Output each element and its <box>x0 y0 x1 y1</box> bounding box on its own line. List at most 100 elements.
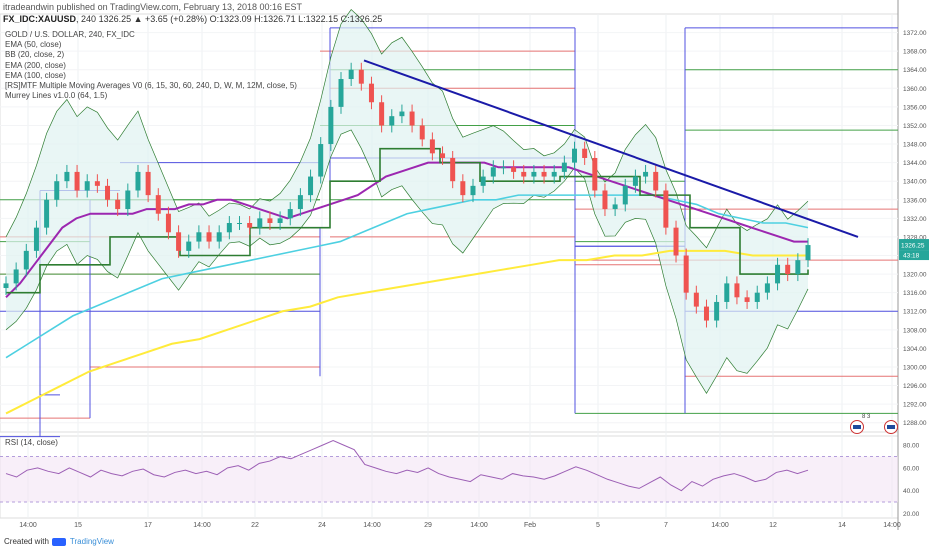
candle-body <box>115 199 121 210</box>
price-tick-label: 1336.00 <box>903 197 927 204</box>
candle-body <box>368 83 374 103</box>
candle-body <box>693 292 699 307</box>
price-change: 1326.25 ▲ +3.65 (+0.28%) <box>98 14 208 24</box>
legend-item[interactable]: EMA (50, close) <box>5 40 62 50</box>
price-tick-label: 1348.00 <box>903 142 927 149</box>
candle-body <box>653 171 659 191</box>
price-tick-label: 1360.00 <box>903 86 927 93</box>
price-tick-label: 1296.00 <box>903 383 927 390</box>
candle-body <box>500 167 506 169</box>
ohlc-values: O:1323.09 H:1326.71 L:1322.15 C:1326.25 <box>209 14 383 24</box>
time-tick-label: 22 <box>251 522 259 529</box>
candle-body <box>805 245 811 261</box>
candle-body <box>84 181 90 191</box>
countdown-label: 43:18 <box>903 253 920 260</box>
candle-body <box>409 111 415 126</box>
last-price-label: 1326.25 <box>901 243 925 250</box>
candle-body <box>734 283 740 298</box>
candle-body <box>105 185 111 200</box>
price-tick-label: 1312.00 <box>903 309 927 316</box>
symbol-bar: FX_IDC:XAUUSD, 240 1326.25 ▲ +3.65 (+0.2… <box>3 14 383 24</box>
candle-body <box>643 171 649 177</box>
candle-body <box>450 157 456 182</box>
symbol[interactable]: FX_IDC:XAUUSD <box>3 14 77 24</box>
price-tick-label: 1300.00 <box>903 364 927 371</box>
candle-body <box>470 185 476 196</box>
rsi-tick-label: 60.00 <box>903 465 920 472</box>
candle-body <box>612 204 618 210</box>
candle-body <box>297 195 303 210</box>
time-tick-label: 14:00 <box>363 522 381 529</box>
tradingview-logo-icon <box>51 537 66 546</box>
legend-item[interactable]: Murrey Lines v1.0.0 (64, 1.5) <box>5 91 108 101</box>
candle-body <box>3 283 9 289</box>
publisher-line: itradeandwin published on TradingView.co… <box>3 2 303 12</box>
time-tick-label: 12 <box>769 522 777 529</box>
tradingview-brand[interactable]: TradingView <box>69 537 114 546</box>
candle-body <box>287 209 293 219</box>
candle-body <box>226 223 232 233</box>
candle-body <box>714 301 720 321</box>
candle-body <box>379 102 385 126</box>
candle-body <box>744 297 750 302</box>
candle-body <box>64 171 70 182</box>
price-tick-label: 1292.00 <box>903 402 927 409</box>
candle-body <box>216 232 222 242</box>
candle-body <box>632 176 638 186</box>
price-tick-label: 1332.00 <box>903 216 927 223</box>
candle-body <box>196 232 202 242</box>
price-tick-label: 1372.00 <box>903 30 927 37</box>
candle-body <box>703 306 709 321</box>
time-tick-label: 14:00 <box>19 522 37 529</box>
legend-item[interactable]: EMA (200, close) <box>5 60 66 70</box>
candle-body <box>490 167 496 177</box>
us-flag-icon[interactable] <box>884 420 898 434</box>
last-price-tag <box>899 239 929 251</box>
candle-body <box>764 283 770 293</box>
ema100-line <box>5 194 809 359</box>
mtf-average-line <box>6 147 809 294</box>
candle-body <box>775 264 781 284</box>
candle-body <box>318 144 324 177</box>
price-tick-label: 1316.00 <box>903 290 927 297</box>
candle-body <box>673 227 679 256</box>
candle-body <box>257 218 263 228</box>
candle-body <box>582 148 588 158</box>
time-tick-label: 14:00 <box>470 522 488 529</box>
footer: Created with TradingView <box>4 536 114 548</box>
legend-item[interactable]: [RS]MTF Multiple Moving Averages V0 (6, … <box>5 81 297 91</box>
candle-body <box>663 190 669 228</box>
price-tick-label: 1352.00 <box>903 123 927 130</box>
candle-body <box>33 227 39 251</box>
candle-body <box>521 171 527 177</box>
rsi-line <box>5 440 809 492</box>
us-flag-icon[interactable] <box>850 420 864 434</box>
legend-item[interactable]: GOLD / U.S. DOLLAR, 240, FX_IDC <box>5 30 135 39</box>
bollinger-upper <box>5 8 809 249</box>
candle-body <box>551 171 557 177</box>
candle-body <box>328 106 334 145</box>
candle-body <box>165 213 171 233</box>
price-tick-label: 1368.00 <box>903 49 927 56</box>
candle-body <box>125 190 131 210</box>
time-tick-label: 24 <box>318 522 326 529</box>
price-tick-label: 1320.00 <box>903 272 927 279</box>
time-tick-label: 7 <box>664 522 668 529</box>
candle-body <box>683 255 689 293</box>
candle-body <box>592 157 598 191</box>
rsi-tick-label: 20.00 <box>903 511 920 518</box>
time-tick-label: 14:00 <box>193 522 211 529</box>
candle-body <box>572 148 578 163</box>
rsi-band <box>0 456 898 503</box>
bollinger-lower <box>5 129 809 394</box>
time-tick-label: 17 <box>144 522 152 529</box>
candle-body <box>429 139 435 154</box>
interval[interactable]: 240 <box>81 14 97 24</box>
candle-body <box>236 223 242 224</box>
legend-item[interactable]: EMA (100, close) <box>5 70 66 80</box>
candle-body <box>247 223 253 228</box>
candle-body <box>23 250 29 270</box>
rsi-label[interactable]: RSI (14, close) <box>5 438 58 447</box>
legend-item[interactable]: BB (20, close, 2) <box>5 50 65 60</box>
